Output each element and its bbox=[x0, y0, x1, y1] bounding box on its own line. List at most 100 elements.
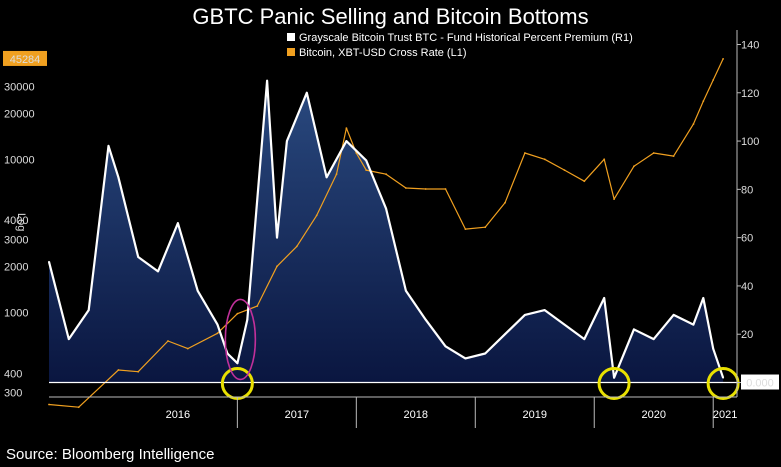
price-point-29 bbox=[633, 165, 635, 168]
left-tick-label-1000: 1000 bbox=[4, 307, 28, 319]
premium-point-7 bbox=[177, 222, 179, 225]
axes: 300 400 1000 2000 3000 4000 10000 20000 30000 Log… bbox=[3, 30, 779, 428]
legend: Grayscale Bitcoin Trust BTC - Fund Histo… bbox=[283, 30, 691, 66]
price-point-23 bbox=[524, 152, 526, 154]
premium-point-17 bbox=[325, 176, 328, 179]
premium-point-2 bbox=[87, 309, 90, 311]
left-tick-label-10000: 10000 bbox=[4, 154, 35, 166]
x-tick-label-2019: 2019 bbox=[523, 409, 547, 421]
legend-label-0: Grayscale Bitcoin Trust BTC - Fund Histo… bbox=[299, 32, 633, 44]
left-tick-label-30000: 30000 bbox=[4, 81, 35, 93]
premium-point-38 bbox=[712, 347, 715, 350]
price-point-7 bbox=[236, 312, 239, 315]
premium-area-fill bbox=[49, 80, 724, 383]
right-tick-label-20: 20 bbox=[741, 329, 753, 341]
premium-point-1 bbox=[67, 338, 70, 340]
price-point-20 bbox=[464, 228, 467, 231]
premium-area bbox=[49, 80, 724, 383]
price-point-6 bbox=[216, 332, 219, 335]
x-tick-label-2017: 2017 bbox=[285, 409, 309, 421]
premium-point-28 bbox=[543, 309, 546, 311]
premium-point-8 bbox=[196, 289, 199, 292]
left-tick-label-400: 400 bbox=[4, 368, 22, 380]
price-point-35 bbox=[722, 58, 724, 60]
premium-point-37 bbox=[702, 297, 705, 299]
price-point-11 bbox=[315, 214, 318, 217]
price-point-24 bbox=[543, 158, 546, 161]
premium-point-25 bbox=[484, 352, 487, 355]
premium-point-31 bbox=[603, 297, 606, 299]
price-point-22 bbox=[504, 201, 506, 204]
premium-point-16 bbox=[305, 91, 308, 94]
series-lines bbox=[47, 58, 725, 409]
price-point-10 bbox=[295, 245, 298, 248]
left-axis-label: Log bbox=[15, 213, 27, 231]
left-tick-label-2000: 2000 bbox=[4, 261, 28, 273]
premium-point-13 bbox=[266, 79, 268, 82]
right-tick-label-140: 140 bbox=[741, 39, 759, 51]
price-point-21 bbox=[484, 226, 487, 229]
x-tick-label-2020: 2020 bbox=[641, 409, 665, 421]
premium-point-29 bbox=[563, 323, 566, 326]
premium-point-4 bbox=[117, 176, 120, 179]
price-point-26 bbox=[583, 180, 586, 183]
price-point-8 bbox=[256, 305, 259, 307]
legend-box bbox=[283, 30, 691, 66]
premium-point-36 bbox=[692, 323, 695, 326]
price-point-1 bbox=[77, 406, 80, 409]
left-tick-label-4000: 4000 bbox=[4, 215, 28, 227]
price-point-18 bbox=[424, 188, 427, 190]
premium-point-23 bbox=[444, 345, 447, 348]
legend-swatch-1 bbox=[287, 48, 295, 56]
legend-swatch-0 bbox=[287, 33, 295, 41]
right-tick-label-120: 120 bbox=[741, 88, 759, 100]
price-point-4 bbox=[167, 340, 169, 342]
right-tick-label-100: 100 bbox=[741, 136, 759, 148]
price-point-13 bbox=[345, 127, 348, 129]
panic-ellipse-marker bbox=[224, 298, 257, 381]
price-point-15 bbox=[365, 169, 368, 172]
premium-line bbox=[47, 79, 725, 379]
premium-point-18 bbox=[345, 140, 348, 143]
left-tick-label-20000: 20000 bbox=[4, 108, 35, 120]
price-point-32 bbox=[692, 123, 695, 125]
price-point-9 bbox=[276, 265, 278, 268]
price-point-30 bbox=[652, 152, 655, 154]
price-point-2 bbox=[117, 369, 120, 371]
price-point-33 bbox=[702, 100, 705, 103]
premium-point-3 bbox=[107, 145, 110, 147]
premium-point-14 bbox=[276, 236, 278, 239]
annotations bbox=[49, 298, 740, 401]
premium-point-35 bbox=[672, 314, 675, 316]
price-point-0 bbox=[48, 403, 50, 406]
price-point-34 bbox=[712, 79, 715, 81]
price-point-28 bbox=[613, 198, 615, 201]
price-point-3 bbox=[137, 370, 140, 373]
price-point-17 bbox=[405, 187, 407, 189]
left-tick-label-300: 300 bbox=[4, 387, 22, 399]
last-price-badge-label: 45284 bbox=[10, 54, 41, 66]
premium-point-5 bbox=[137, 256, 140, 258]
premium-point-11 bbox=[236, 362, 239, 365]
premium-point-26 bbox=[504, 333, 506, 336]
source-note: Source: Bloomberg Intelligence bbox=[6, 446, 215, 463]
x-tick-label-2021: 2021 bbox=[713, 409, 737, 421]
bitcoin-price-line bbox=[48, 58, 724, 408]
right-tick-label-60: 60 bbox=[741, 233, 753, 245]
premium-point-27 bbox=[524, 314, 526, 316]
price-point-31 bbox=[672, 155, 675, 158]
premium-point-34 bbox=[652, 338, 655, 340]
price-point-25 bbox=[563, 169, 566, 172]
premium-point-6 bbox=[157, 270, 159, 273]
premium-point-20 bbox=[385, 207, 387, 210]
price-point-5 bbox=[186, 347, 189, 350]
legend-label-1: Bitcoin, XBT-USD Cross Rate (L1) bbox=[299, 47, 467, 59]
premium-point-15 bbox=[286, 140, 288, 143]
x-tick-label-2018: 2018 bbox=[404, 409, 428, 421]
premium-point-12 bbox=[246, 318, 249, 321]
last-premium-badge bbox=[741, 374, 779, 390]
bottom-circle-marker-2 bbox=[597, 367, 631, 401]
x-tick-label-2016: 2016 bbox=[166, 409, 190, 421]
price-point-27 bbox=[603, 158, 606, 161]
